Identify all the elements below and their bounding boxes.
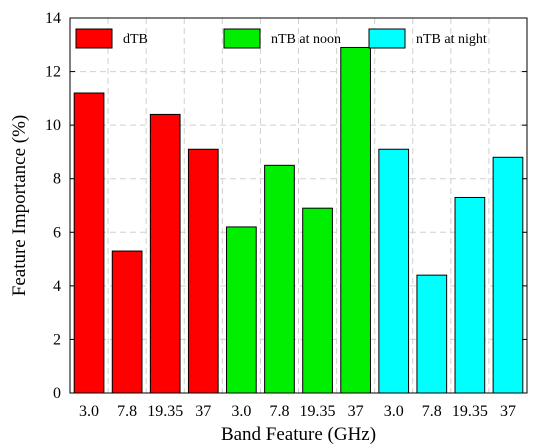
plot-frame [69, 17, 528, 394]
legend-swatch [368, 28, 406, 49]
y-tick-label: 10 [45, 117, 61, 134]
y-tick-label: 4 [53, 278, 61, 295]
x-axis-ticks: 3.0 7.8 19.35 37 3.0 7.8 19.35 37 3.0 7.8 19.35 37 [79, 403, 516, 420]
x-tick-label: 37 [500, 403, 516, 420]
bar-dtb [73, 92, 105, 394]
bar-ntb-at-noon [302, 207, 333, 394]
bar-ntb-at-noon [264, 164, 295, 394]
bar-dtb [187, 148, 219, 394]
bar-ntb-at-night [454, 196, 486, 394]
x-tick-label: 7.8 [269, 403, 289, 420]
y-axis-ticks: 0 2 4 6 8 10 12 14 [45, 10, 527, 402]
bar-ntb-at-noon [340, 46, 371, 394]
x-tick-label: 19.35 [147, 403, 183, 420]
x-tick-label: 19.35 [300, 403, 336, 420]
legend-swatch [75, 28, 113, 49]
bar-dtb [149, 113, 181, 394]
x-tick-label: 3.0 [79, 403, 99, 420]
y-tick-label: 0 [53, 385, 61, 402]
y-tick-label: 6 [53, 224, 61, 241]
bars [73, 46, 524, 394]
legend-label: nTB at noon [271, 32, 341, 47]
bar-ntb-at-night [492, 156, 524, 394]
y-tick-label: 2 [53, 331, 61, 348]
x-tick-label: 37 [348, 403, 364, 420]
x-tick-label: 7.8 [117, 403, 137, 420]
legend: dTB nTB at noon nTB at night [75, 28, 487, 49]
grid-lines [70, 18, 527, 393]
x-tick-label: 3.0 [231, 403, 251, 420]
y-tick-label: 14 [45, 10, 61, 27]
x-tick-label: 37 [195, 403, 211, 420]
x-tick-label: 7.8 [422, 403, 442, 420]
bar-dtb [111, 250, 143, 394]
legend-swatch [223, 28, 261, 49]
x-axis-title: Band Feature (GHz) [221, 424, 376, 445]
bar-ntb-at-noon [226, 226, 257, 394]
legend-label: nTB at night [416, 32, 487, 47]
bar-ntb-at-night [416, 274, 448, 394]
legend-label: dTB [123, 32, 148, 47]
bar-ntb-at-night [378, 148, 410, 394]
x-tick-label: 19.35 [452, 403, 488, 420]
x-tick-label: 3.0 [384, 403, 404, 420]
y-tick-label: 12 [45, 64, 61, 81]
y-axis-title: Feature Importance (%) [9, 115, 30, 296]
y-tick-label: 8 [53, 171, 61, 188]
